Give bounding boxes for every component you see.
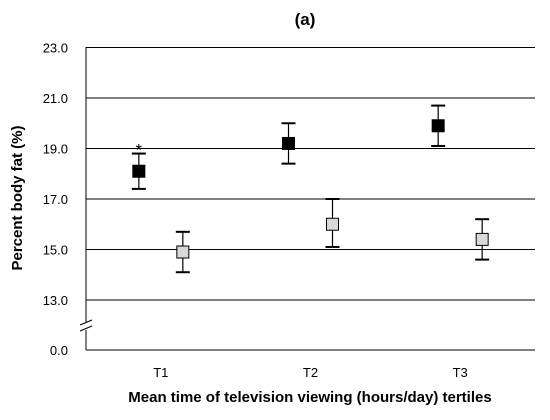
x-tick-label: T1 (153, 365, 168, 380)
significance-annotation: * (136, 141, 143, 160)
y-tick-label: 19.0 (43, 142, 68, 157)
y-tick-label: 21.0 (43, 91, 68, 106)
data-series: * (131, 104, 490, 274)
axis-break-gap (81, 322, 91, 330)
panel-label: (a) (295, 10, 316, 29)
y-tick-label: 17.0 (43, 192, 68, 207)
grid-lines (86, 47, 535, 301)
y-tick-label: 13.0 (43, 293, 68, 308)
data-point (431, 119, 445, 133)
data-point (475, 232, 489, 246)
data-point (326, 217, 339, 231)
data-point (282, 136, 295, 150)
y-tick-label: 0.0 (50, 343, 68, 358)
x-tick-label: T2 (303, 365, 318, 380)
y-tick-label: 23.0 (43, 41, 68, 56)
y-tick-label: 15.0 (43, 243, 68, 258)
tick-labels: 0.0 13.0 15.0 17.0 19.0 21.0 23.0 T1 T2 T3 (43, 41, 468, 381)
data-point (176, 245, 190, 259)
data-point (132, 164, 146, 178)
x-axis-title: Mean time of television viewing (hours/d… (128, 389, 491, 406)
y-axis-title: Percent body fat (%) (9, 125, 26, 270)
x-tick-label: T3 (453, 365, 468, 380)
axes (79, 47, 535, 351)
axis-break-mark (79, 319, 93, 326)
axis-break-mark (79, 325, 93, 332)
